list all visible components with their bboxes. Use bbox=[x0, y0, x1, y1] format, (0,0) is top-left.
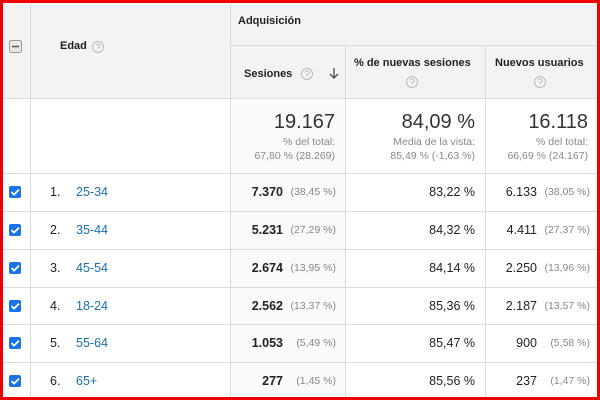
sessions-share: (13,95 %) bbox=[290, 262, 336, 274]
row-checkbox[interactable] bbox=[9, 375, 21, 387]
column-header[interactable]: Sesiones bbox=[244, 68, 293, 80]
new-users-share: (38,05 %) bbox=[544, 186, 590, 198]
sort-arrow[interactable] bbox=[329, 68, 339, 79]
row-label[interactable]: 25-34 bbox=[76, 185, 108, 199]
header-bg bbox=[0, 0, 600, 98]
total-value: 16.118 bbox=[528, 111, 588, 133]
row-checkbox[interactable] bbox=[9, 186, 21, 198]
row-index: 5. bbox=[50, 336, 61, 350]
new-users-share: (13,57 %) bbox=[544, 300, 590, 312]
total-detail: 85,49 % (-1,63 %) bbox=[390, 150, 475, 162]
dimension-header: Edad bbox=[60, 40, 87, 52]
new-sessions-value: 83,22 % bbox=[429, 185, 475, 199]
new-sessions-value: 85,36 % bbox=[429, 299, 475, 313]
row-label[interactable]: 18-24 bbox=[76, 299, 108, 313]
row-checkbox[interactable] bbox=[9, 224, 21, 236]
column-header[interactable]: % de nuevas sesiones bbox=[354, 57, 471, 69]
row-label[interactable]: 35-44 bbox=[76, 223, 108, 237]
total-note: % del total: bbox=[536, 136, 588, 148]
row-label[interactable]: 65+ bbox=[76, 374, 98, 388]
new-sessions-value: 84,14 % bbox=[429, 261, 475, 275]
row-checkbox[interactable] bbox=[9, 337, 21, 349]
total-value: 84,09 % bbox=[401, 111, 475, 133]
help-glyph bbox=[409, 78, 415, 86]
new-users-value: 6.133 bbox=[505, 185, 537, 199]
select-all-checkbox[interactable] bbox=[9, 40, 22, 53]
total-detail: 67,80 % (28.269) bbox=[254, 150, 335, 162]
sessions-value: 7.370 bbox=[251, 185, 283, 199]
total-detail: 66,69 % (24.167) bbox=[507, 150, 588, 162]
sessions-value: 2.562 bbox=[251, 299, 283, 313]
new-users-value: 2.187 bbox=[505, 299, 537, 313]
sessions-value: 1.053 bbox=[251, 336, 283, 350]
help-glyph bbox=[95, 43, 101, 51]
help-icon[interactable] bbox=[92, 41, 104, 53]
row-index: 3. bbox=[50, 261, 61, 275]
row-label[interactable]: 45-54 bbox=[76, 261, 108, 275]
new-users-value: 4.411 bbox=[506, 223, 537, 237]
new-users-value: 900 bbox=[516, 336, 537, 350]
row-index: 4. bbox=[50, 299, 61, 313]
sessions-share: (38,45 %) bbox=[290, 186, 336, 198]
sessions-share: (5,49 %) bbox=[296, 337, 336, 349]
new-sessions-value: 84,32 % bbox=[429, 223, 475, 237]
total-note: % del total: bbox=[283, 136, 335, 148]
help-icon[interactable] bbox=[534, 76, 546, 88]
total-note: Media de la vista: bbox=[393, 136, 475, 148]
new-sessions-value: 85,47 % bbox=[429, 336, 475, 350]
help-icon[interactable] bbox=[301, 68, 313, 80]
sessions-share: (13,37 %) bbox=[290, 300, 336, 312]
group-header: Adquisición bbox=[238, 15, 301, 27]
sessions-share: (1,45 %) bbox=[296, 375, 336, 387]
new-sessions-value: 85,56 % bbox=[429, 374, 475, 388]
total-value: 19.167 bbox=[273, 111, 335, 133]
help-icon[interactable] bbox=[406, 76, 418, 88]
new-users-share: (27,37 %) bbox=[544, 224, 590, 236]
new-users-value: 2.250 bbox=[505, 261, 537, 275]
help-glyph bbox=[304, 70, 310, 78]
new-users-share: (13,96 %) bbox=[544, 262, 590, 274]
row-checkbox[interactable] bbox=[9, 262, 21, 274]
row-checkbox[interactable] bbox=[9, 300, 21, 312]
new-users-share: (5,58 %) bbox=[550, 337, 590, 349]
sessions-value: 5.231 bbox=[251, 223, 283, 237]
new-users-value: 237 bbox=[516, 374, 537, 388]
row-label[interactable]: 55-64 bbox=[76, 336, 108, 350]
sessions-value: 2.674 bbox=[251, 261, 283, 275]
sessions-value: 277 bbox=[262, 374, 283, 388]
row-index: 1. bbox=[50, 185, 61, 199]
new-users-share: (1,47 %) bbox=[550, 375, 590, 387]
row-index: 6. bbox=[50, 374, 61, 388]
help-glyph bbox=[537, 78, 543, 86]
sessions-share: (27,29 %) bbox=[290, 224, 336, 236]
column-header[interactable]: Nuevos usuarios bbox=[495, 57, 584, 69]
row-index: 2. bbox=[50, 223, 61, 237]
